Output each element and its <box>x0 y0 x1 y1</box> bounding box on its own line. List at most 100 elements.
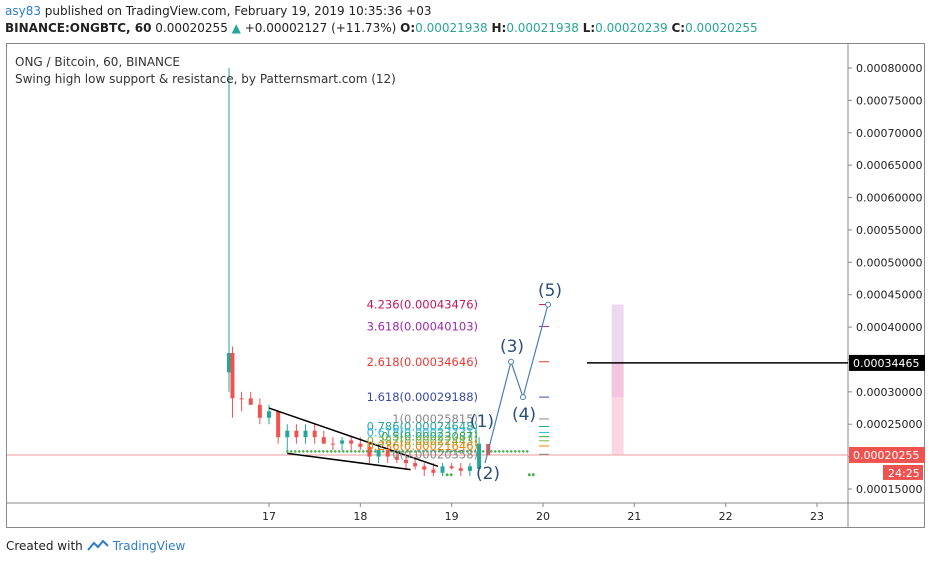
candle-body <box>312 430 317 438</box>
support-dot <box>457 450 461 453</box>
tradingview-link[interactable]: TradingView <box>112 539 186 553</box>
high-label: H: <box>491 21 507 35</box>
trendline <box>268 407 439 468</box>
fib-level-label: 1(0.00025815) <box>392 412 478 426</box>
support-dot <box>449 450 453 453</box>
candle-body <box>303 430 308 438</box>
symbol-info: BINANCE:ONGBTC, 60 0.00020255 ▲ +0.00002… <box>5 21 758 35</box>
fib-level-label: 0.618(0.00023731) <box>367 425 478 439</box>
y-tick-label: 0.00075000 <box>856 94 922 107</box>
support-dot <box>321 450 325 453</box>
close-label: C: <box>671 21 686 35</box>
publish-info: asy83 published on TradingView.com, Febr… <box>5 4 432 18</box>
support-dot <box>409 450 413 453</box>
chart-frame[interactable] <box>6 43 925 528</box>
support-dot <box>289 450 293 453</box>
candle <box>449 463 454 470</box>
x-tick-label: 18 <box>353 510 367 523</box>
resistance-price-badge-bg <box>849 354 925 371</box>
candle-body <box>349 440 354 444</box>
y-tick-label: 0.00055000 <box>856 224 922 237</box>
tradingview-logo-icon <box>87 540 109 551</box>
candle <box>227 68 231 392</box>
wave-label: (3) <box>500 337 524 357</box>
candle-body <box>276 411 281 438</box>
candle <box>367 443 372 464</box>
support-dot <box>297 450 301 453</box>
support-dot <box>337 450 341 453</box>
support-dot <box>465 450 469 453</box>
open-label: O: <box>400 21 416 35</box>
candle <box>230 346 235 418</box>
support-dot <box>461 450 465 453</box>
support-dot <box>493 450 497 453</box>
support-dot <box>469 450 473 453</box>
fib-zone-lower <box>611 361 624 455</box>
support-dot <box>525 450 529 453</box>
candle-body <box>376 450 381 457</box>
support-dot <box>429 450 433 453</box>
last-price-badge: 0.00020255 <box>853 449 919 462</box>
last-price: 0.00020255 <box>155 21 228 35</box>
x-tick-label: 17 <box>262 510 276 523</box>
wave-label: (1) <box>470 412 494 432</box>
candle <box>340 437 345 451</box>
price-change: +0.00002127 (+11.73%) <box>244 21 397 35</box>
fib-level-label: 0.786(0.00024648) <box>367 420 478 434</box>
candle <box>330 437 335 451</box>
candle-body <box>227 352 231 373</box>
x-tick-label: 22 <box>719 510 733 523</box>
candle-body <box>394 456 399 460</box>
support-dot <box>481 450 485 453</box>
support-dot <box>313 450 317 453</box>
author-link[interactable]: asy83 <box>5 4 41 18</box>
wave-label: (4) <box>512 405 536 425</box>
candle <box>349 437 354 451</box>
countdown-badge: 24:25 <box>888 467 920 480</box>
candle-body <box>330 443 335 445</box>
wave-label: (5) <box>538 281 562 301</box>
y-tick-label: 0.00025000 <box>856 418 922 431</box>
low-dot <box>449 473 453 477</box>
candle <box>276 411 281 444</box>
candle-body <box>449 466 454 469</box>
fib-level-label: 0.5(0.00023087) <box>381 430 478 444</box>
y-tick-label: 0.00015000 <box>856 483 922 496</box>
candle-body <box>403 459 408 464</box>
fib-level-label: 1.618(0.00029188) <box>367 390 478 404</box>
support-dot <box>341 450 345 453</box>
support-dot <box>349 450 353 453</box>
support-dot <box>445 450 449 453</box>
indicator-legend: Swing high low support & resistance, by … <box>15 72 396 86</box>
candle <box>285 424 290 451</box>
candle-body <box>431 469 436 473</box>
chart-legend-title: ONG / Bitcoin, 60, BINANCE <box>15 55 180 69</box>
candle-body <box>285 430 290 438</box>
support-dot <box>441 450 445 453</box>
support-dot <box>517 450 521 453</box>
candle <box>403 456 408 470</box>
support-dot <box>381 450 385 453</box>
candle-body <box>248 398 253 405</box>
fib-level-label: 3.618(0.00040103) <box>367 319 478 333</box>
candle-body <box>294 430 299 438</box>
support-dot <box>417 450 421 453</box>
candle <box>477 437 482 470</box>
support-dot <box>489 450 493 453</box>
open-value: 0.00021938 <box>415 21 488 35</box>
support-dot <box>513 450 517 453</box>
support-dot <box>497 450 501 453</box>
support-dot <box>453 450 457 453</box>
publish-text: published on TradingView.com, February 1… <box>40 4 432 18</box>
support-dot <box>413 450 417 453</box>
support-dot <box>505 450 509 453</box>
candle-body <box>467 466 472 471</box>
candle <box>440 463 445 477</box>
low-dot <box>445 473 449 477</box>
candle-body <box>477 443 482 469</box>
x-tick-label: 21 <box>627 510 641 523</box>
x-tick-label: 19 <box>445 510 459 523</box>
y-tick-label: 0.00045000 <box>856 289 922 302</box>
support-dot <box>317 450 321 453</box>
